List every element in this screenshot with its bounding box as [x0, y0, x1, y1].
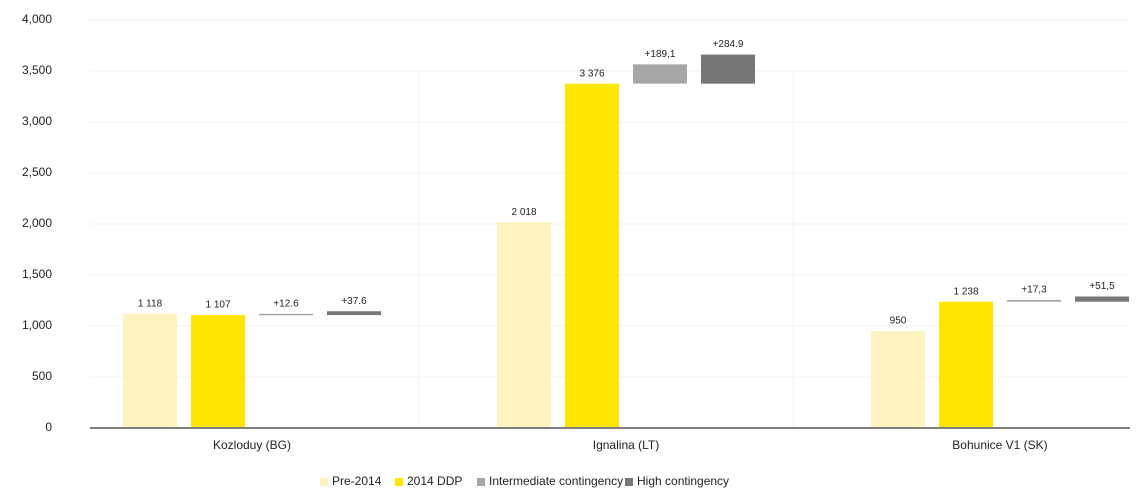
legend-swatch: [625, 478, 633, 486]
value-label: 2 018: [511, 207, 536, 218]
bar: [123, 313, 177, 428]
bar: [633, 64, 687, 84]
legend-label: 2014 DDP: [407, 474, 462, 488]
value-label: +37.6: [341, 296, 367, 307]
value-label: 1 238: [953, 286, 978, 297]
value-label: +51,5: [1089, 281, 1115, 292]
legend-label: High contingency: [637, 474, 729, 488]
x-tick-label: Bohunice V1 (SK): [952, 438, 1047, 452]
value-label: 1 107: [205, 300, 230, 311]
legend-swatch: [477, 478, 485, 486]
bar: [701, 54, 755, 84]
bar: [871, 331, 925, 428]
y-tick-label: 4,000: [22, 12, 52, 26]
value-label: 950: [890, 316, 907, 327]
bar: [1007, 299, 1061, 302]
value-label: +17,3: [1021, 285, 1047, 296]
bar: [259, 313, 313, 316]
bar: [1075, 296, 1129, 302]
value-label: 3 376: [579, 68, 604, 79]
bar: [565, 83, 619, 428]
y-tick-label: 1,500: [22, 267, 52, 281]
y-tick-label: 2,500: [22, 165, 52, 179]
legend-label: Pre-2014: [332, 474, 382, 488]
x-tick-label: Ignalina (LT): [593, 438, 659, 452]
y-tick-label: 500: [32, 369, 52, 383]
bar: [327, 311, 381, 316]
legend-swatch: [395, 478, 403, 486]
legend-label: Intermediate contingency: [489, 474, 623, 488]
value-label: +12.6: [273, 298, 299, 309]
value-label: +189,1: [645, 49, 676, 60]
x-tick-label: Kozloduy (BG): [213, 438, 291, 452]
value-label: +284.9: [713, 39, 744, 50]
y-tick-label: 3,500: [22, 63, 52, 77]
y-tick-label: 2,000: [22, 216, 52, 230]
y-tick-label: 1,000: [22, 318, 52, 332]
bar: [191, 315, 245, 428]
bar: [497, 222, 551, 428]
y-tick-label: 0: [45, 420, 52, 434]
bar: [939, 301, 993, 428]
legend-swatch: [320, 478, 328, 486]
value-label: 1 118: [138, 299, 163, 310]
y-tick-label: 3,000: [22, 114, 52, 128]
